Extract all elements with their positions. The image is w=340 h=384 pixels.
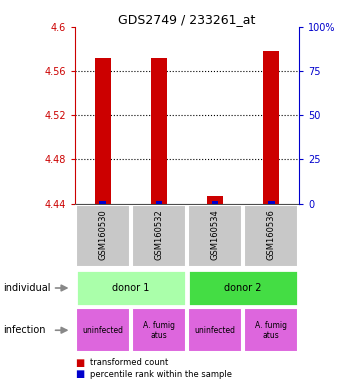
Bar [151,58,167,204]
Bar [212,201,218,204]
Bar [244,308,298,353]
Bar [207,196,223,204]
Text: A. fumig
atus: A. fumig atus [255,321,287,340]
Text: individual: individual [3,283,51,293]
Text: percentile rank within the sample: percentile rank within the sample [90,370,232,379]
Bar [100,201,106,204]
Bar [188,205,242,268]
Text: donor 2: donor 2 [224,283,262,293]
Text: ■: ■ [75,358,84,368]
Bar [132,308,186,353]
Bar [76,205,130,268]
Text: A. fumig
atus: A. fumig atus [143,321,175,340]
Text: transformed count: transformed count [90,358,168,367]
Bar [263,51,279,204]
Text: infection: infection [3,325,46,335]
Text: GSM160530: GSM160530 [98,210,107,260]
Text: GSM160534: GSM160534 [210,210,220,260]
Text: GSM160532: GSM160532 [154,210,164,260]
Bar [132,205,186,268]
Text: ■: ■ [75,369,84,379]
Bar [76,270,186,306]
Text: uninfected: uninfected [194,326,236,335]
Bar [188,270,298,306]
Bar [268,201,274,204]
Bar [244,205,298,268]
Bar [95,58,111,204]
Bar [76,308,130,353]
Text: donor 1: donor 1 [112,283,150,293]
Bar [188,308,242,353]
Title: GDS2749 / 233261_at: GDS2749 / 233261_at [118,13,256,26]
Bar [156,201,162,204]
Text: uninfected: uninfected [82,326,123,335]
Text: GSM160536: GSM160536 [267,209,276,260]
